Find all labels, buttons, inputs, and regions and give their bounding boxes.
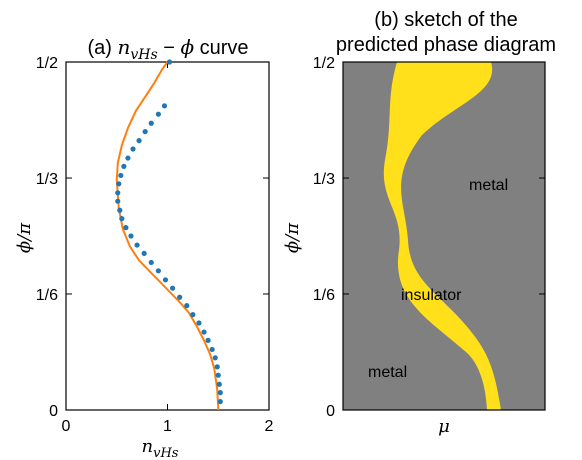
data-point <box>134 242 140 248</box>
y-tick-label: 0 <box>326 403 335 420</box>
data-point <box>130 146 136 152</box>
y-tick-label: 1/6 <box>313 287 335 304</box>
panel-a: 0 1 2 0 1/6 1/3 1/2 (a) nvHs − ϕ curve nvHs ϕ/… <box>14 35 274 460</box>
data-point <box>136 138 142 144</box>
data-point <box>116 181 122 187</box>
x-tick-label: 2 <box>265 418 274 435</box>
data-point <box>217 390 223 396</box>
region-label-insulator: insulator <box>401 287 462 304</box>
data-point <box>155 111 161 117</box>
data-point <box>117 207 123 213</box>
x-tick-label: 1 <box>163 418 172 435</box>
y-tick-label: 1/6 <box>36 287 58 304</box>
data-point <box>121 163 127 169</box>
data-point <box>115 190 121 196</box>
data-point <box>212 355 218 361</box>
data-point <box>196 320 202 326</box>
data-point <box>162 277 169 283</box>
insulator-region <box>383 62 501 410</box>
region-label-metal-upper: metal <box>469 177 508 194</box>
data-point <box>215 372 221 378</box>
data-point <box>115 198 121 204</box>
data-point <box>169 285 176 291</box>
panel-b: 0 1/6 1/3 1/2 metal insulator metal (b) ske… <box>282 9 556 437</box>
data-point <box>177 294 183 300</box>
panel-a-xlabel: nvHs <box>142 436 179 460</box>
y-tick-label: 1/3 <box>36 171 58 188</box>
data-point <box>142 129 148 135</box>
data-point <box>216 381 222 387</box>
data-point <box>118 172 124 179</box>
fit-curve <box>115 61 220 411</box>
data-point <box>148 259 154 266</box>
data-point <box>148 120 154 126</box>
data-point <box>209 346 215 353</box>
panel-a-title: (a) nvHs − ϕ curve <box>87 35 248 63</box>
y-tick-label: 1/2 <box>36 55 58 72</box>
data-point <box>201 329 207 335</box>
panel-a-point-series <box>115 59 223 405</box>
data-point <box>141 250 147 256</box>
panel-a-line-series <box>115 61 220 411</box>
data-point <box>217 399 223 405</box>
panel-b-frame <box>342 61 546 411</box>
data-point <box>190 312 196 318</box>
data-point <box>184 303 190 309</box>
panel-a-ylabel: ϕ/π <box>14 222 35 253</box>
data-point <box>119 216 125 222</box>
data-point <box>161 103 168 109</box>
data-point <box>214 364 220 370</box>
panel-b-xlabel: μ <box>438 416 450 437</box>
y-tick-label: 0 <box>49 403 58 420</box>
panel-b-ylabel: ϕ/π <box>282 222 303 253</box>
data-point <box>166 59 173 65</box>
y-tick-label: 1/2 <box>313 55 335 72</box>
y-tick-label: 1/3 <box>313 171 335 188</box>
panel-a-ticks: 0 1 2 0 1/6 1/3 1/2 <box>36 55 274 435</box>
panel-a-frame <box>65 61 270 411</box>
region-label-metal-lower: metal <box>368 364 407 381</box>
metal-region <box>343 62 545 410</box>
panel-b-title-line2: predicted phase diagram <box>336 34 556 56</box>
data-point <box>125 155 131 161</box>
data-point <box>205 337 211 343</box>
data-point <box>155 268 161 274</box>
data-point <box>128 233 134 239</box>
data-point <box>123 225 129 231</box>
x-tick-label: 0 <box>62 418 71 435</box>
panel-b-ticks: 0 1/6 1/3 1/2 <box>313 55 545 420</box>
panel-b-title-line1: (b) sketch of the <box>374 9 517 31</box>
